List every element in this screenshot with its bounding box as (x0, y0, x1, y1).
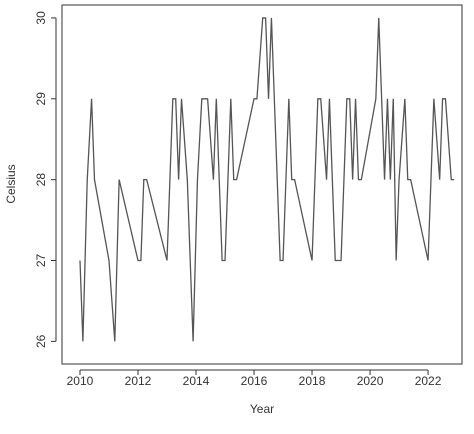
x-axis-label: Year (250, 402, 274, 416)
y-tick-label: 29 (34, 92, 48, 106)
y-tick-label: 26 (34, 334, 48, 348)
y-axis-label: Celsius (4, 164, 18, 203)
x-tick-label: 2020 (357, 374, 384, 388)
y-tick-label: 30 (34, 11, 48, 25)
x-tick-label: 2022 (415, 374, 442, 388)
x-tick-label: 2012 (125, 374, 152, 388)
y-tick-label: 28 (34, 173, 48, 187)
x-tick-label: 2018 (299, 374, 326, 388)
plot-box (61, 4, 463, 365)
x-tick-label: 2014 (183, 374, 210, 388)
x-tick-label: 2016 (241, 374, 268, 388)
y-tick-label: 27 (34, 254, 48, 268)
x-tick-label: 2010 (67, 374, 94, 388)
data-line (79, 17, 455, 342)
